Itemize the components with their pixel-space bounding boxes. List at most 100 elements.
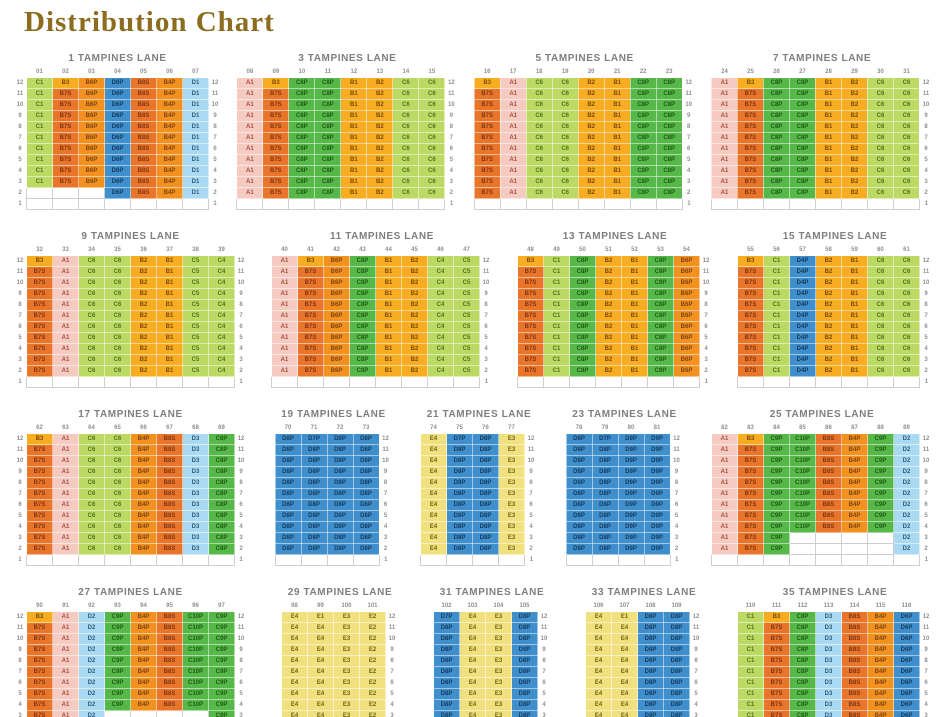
empty-cell (866, 198, 894, 210)
unit-cell: B2 (815, 343, 842, 355)
unit-cell: D4P (789, 354, 816, 366)
row-number: 3 (924, 179, 928, 185)
grid-row: C1 B7S C8P D3 B8S B4P D6P 10 (737, 633, 933, 645)
unit-cell: C8P (349, 277, 376, 289)
unit-cell: E4 (307, 688, 334, 700)
unit-cell: B7S (736, 88, 764, 100)
column-number: 52 (631, 247, 638, 253)
unit-cell: C6 (525, 121, 553, 133)
column-number: 68 (192, 425, 199, 431)
unit-cell: A1 (499, 132, 527, 144)
unit-cell: C10P (789, 433, 816, 445)
unit-cell: B7S (763, 710, 790, 717)
unit-cell: B7S (737, 310, 764, 322)
unit-cell: A1 (271, 288, 298, 300)
corner-spacer (690, 601, 703, 612)
unit-cell: B1 (603, 110, 631, 122)
row-number: 1 (18, 201, 22, 207)
unit-cell: B2 (595, 310, 622, 322)
unit-cell: E4 (420, 543, 447, 555)
unit-cell: C9P (763, 477, 790, 489)
unit-cell: C6 (892, 154, 920, 166)
unit-cell: B1 (603, 165, 631, 177)
grid-row: C1 B7S C8P D3 B8S B4P D6P 3 (737, 710, 933, 717)
unit-cell: E3 (498, 499, 525, 511)
unit-cell: D3 (182, 543, 209, 555)
column-number: 93 (114, 603, 121, 609)
unit-cell: C8P (788, 110, 816, 122)
unit-cell: B7S (26, 710, 53, 717)
unit-cell: C8P (788, 154, 816, 166)
column-number: 80 (627, 425, 635, 431)
grid-row: 11 B7S A1 D2 C9P B4P B8S C10P C9P 11 (14, 622, 247, 634)
unit-cell: C10P (182, 677, 209, 689)
grid-row: A1 B7S B6P C8P B1 B2 C4 C5 11 (271, 266, 493, 278)
unit-cell: C6 (78, 343, 105, 355)
unit-cell: C5 (182, 354, 209, 366)
unit-cell: C8P (789, 644, 816, 656)
grid-row: B3 A1 C6 C6 B2 B1 C8P C8P 12 (473, 77, 695, 89)
grid-row: D8P D8P D8P D8P 10 (274, 455, 392, 467)
grid-row: 8 B7S A1 C6 C6 B2 B1 C5 C4 8 (14, 299, 247, 311)
unit-cell: B4P (156, 176, 183, 188)
unit-cell: C5 (182, 288, 209, 300)
lane-grid-title: 7 TAMPINES LANE (772, 53, 872, 64)
corner-spacer (445, 67, 458, 78)
unit-cell: B7S (26, 477, 53, 489)
unit-cell: D3 (182, 433, 209, 445)
unit-cell: E4 (585, 688, 612, 700)
row-number: 10 (922, 102, 930, 108)
row-number: 4 (18, 702, 22, 708)
unit-cell: E3 (498, 455, 525, 467)
unit-cell: D8P (637, 611, 664, 623)
unit-cell: A1 (499, 99, 527, 111)
grid-band: 27 TAMPINES LANE 90 91 92 93 94 95 96 97 12 B3 A1 D2… (14, 587, 933, 717)
row-number: 5 (542, 691, 546, 697)
grid-row: 5 B7S A1 C6 C6 B4P B8S D3 C8P 5 (14, 510, 247, 522)
unit-cell: D6P (104, 110, 131, 122)
unit-cell: B2 (815, 354, 842, 366)
unit-cell: B7S (262, 154, 290, 166)
unit-cell: B7S (736, 165, 764, 177)
unit-cell: C8P (569, 310, 596, 322)
unit-cell: B7S (737, 288, 764, 300)
unit-cell: B2 (577, 132, 605, 144)
empty-cell (300, 554, 328, 566)
grid-row: A1 B7S C8P C8P B1 B2 C6 C6 9 (236, 110, 458, 122)
row-number: 9 (390, 647, 394, 653)
lane-grid-table: 55 56 57 58 59 60 61 B3 C1 D4P B2 B1 C6 C6 12 B7S C1 D4P B… (737, 245, 933, 388)
unit-cell: B6P (323, 299, 350, 311)
grid-row: C1 B7S C8P D3 B8S B4P D6P 7 (737, 666, 933, 678)
grid-row: E4 D8P D8P E3 11 (420, 444, 538, 456)
row-number: 3 (390, 713, 394, 717)
unit-cell: C9P (763, 532, 790, 544)
unit-cell: C6 (78, 488, 105, 500)
row-number: 11 (692, 625, 700, 631)
column-number: 27 (799, 69, 806, 75)
unit-cell: B2 (130, 266, 157, 278)
unit-cell: C10P (789, 466, 816, 478)
unit-cell: C8P (208, 477, 235, 489)
unit-cell: B8S (156, 433, 183, 445)
unit-cell: E4 (459, 710, 486, 717)
unit-cell: B2 (130, 310, 157, 322)
unit-cell: D8P (591, 488, 619, 500)
row-number: 10 (685, 102, 692, 108)
unit-cell: E3 (498, 477, 525, 489)
column-number: 01 (36, 69, 43, 75)
column-number: 100 (341, 603, 352, 609)
unit-cell: E4 (585, 644, 612, 656)
row-number: 8 (18, 658, 22, 664)
unit-cell: D3 (182, 455, 209, 467)
unit-cell: A1 (52, 343, 79, 355)
grid-row: 1 (711, 554, 933, 566)
grid-row: C1 B7S C8P D3 B8S B4P D6P 4 (737, 699, 933, 711)
unit-cell: B8S (841, 611, 868, 623)
unit-cell: B7S (737, 466, 764, 478)
column-number: 58 (825, 247, 832, 253)
unit-cell: C6 (867, 266, 894, 278)
unit-cell: A1 (711, 488, 738, 500)
row-number: 4 (686, 168, 691, 174)
unit-cell: D4P (789, 343, 816, 355)
unit-cell: B7S (473, 99, 501, 111)
